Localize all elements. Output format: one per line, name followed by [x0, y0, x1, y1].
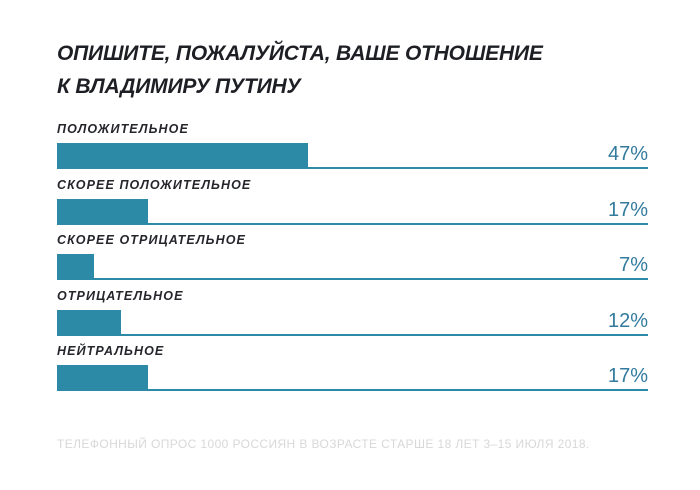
bar-row: СКОРЕЕ ОТРИЦАТЕЛЬНОЕ 7% — [57, 233, 648, 280]
chart-title-line2: К ВЛАДИМИРУ ПУТИНУ — [57, 75, 301, 98]
bar — [57, 198, 148, 223]
value-label: 17% — [607, 198, 648, 221]
bar — [57, 143, 308, 167]
bar — [57, 309, 121, 334]
value-label: 7% — [619, 254, 648, 276]
value-label: 47% — [607, 143, 648, 165]
chart-title-line1: ОПИШИТЕ, ПОЖАЛУЙСТА, ВАШЕ ОТНОШЕНИЕ — [57, 42, 543, 65]
bar-track: 17% — [57, 198, 648, 225]
bar-row: ПОЛОЖИТЕЛЬНОЕ 47% — [57, 122, 648, 169]
chart-title: ОПИШИТЕ, ПОЖАЛУЙСТА, ВАШЕ ОТНОШЕНИЕ К ВЛ… — [57, 37, 648, 103]
category-label: СКОРЕЕ ОТРИЦАТЕЛЬНОЕ — [57, 233, 246, 247]
bar-row: ОТРИЦАТЕЛЬНОЕ 12% — [57, 289, 648, 336]
bar-chart: ПОЛОЖИТЕЛЬНОЕ 47% СКОРЕЕ ПОЛОЖИТЕЛЬНОЕ 1… — [57, 122, 648, 391]
bar — [57, 365, 148, 389]
category-label: НЕЙТРАЛЬНОЕ — [57, 344, 165, 358]
value-label: 12% — [607, 309, 648, 332]
bar — [57, 254, 94, 278]
bar-row: СКОРЕЕ ПОЛОЖИТЕЛЬНОЕ 17% — [57, 178, 648, 225]
category-label: ПОЛОЖИТЕЛЬНОЕ — [57, 122, 189, 136]
category-label: ОТРИЦАТЕЛЬНОЕ — [57, 288, 184, 303]
bar-track: 47% — [57, 143, 648, 169]
source-note: ТЕЛЕФОННЫЙ ОПРОС 1000 РОССИЯН В ВОЗРАСТЕ… — [57, 437, 590, 451]
category-label: СКОРЕЕ ПОЛОЖИТЕЛЬНОЕ — [57, 177, 252, 192]
bar-track: 12% — [57, 309, 648, 336]
chart-content: ОПИШИТЕ, ПОЖАЛУЙСТА, ВАШЕ ОТНОШЕНИЕ К ВЛ… — [57, 0, 648, 452]
bar-track: 7% — [57, 254, 648, 280]
bar-track: 17% — [57, 365, 648, 391]
bar-row: НЕЙТРАЛЬНОЕ 17% — [57, 344, 648, 391]
value-label: 17% — [607, 365, 648, 387]
